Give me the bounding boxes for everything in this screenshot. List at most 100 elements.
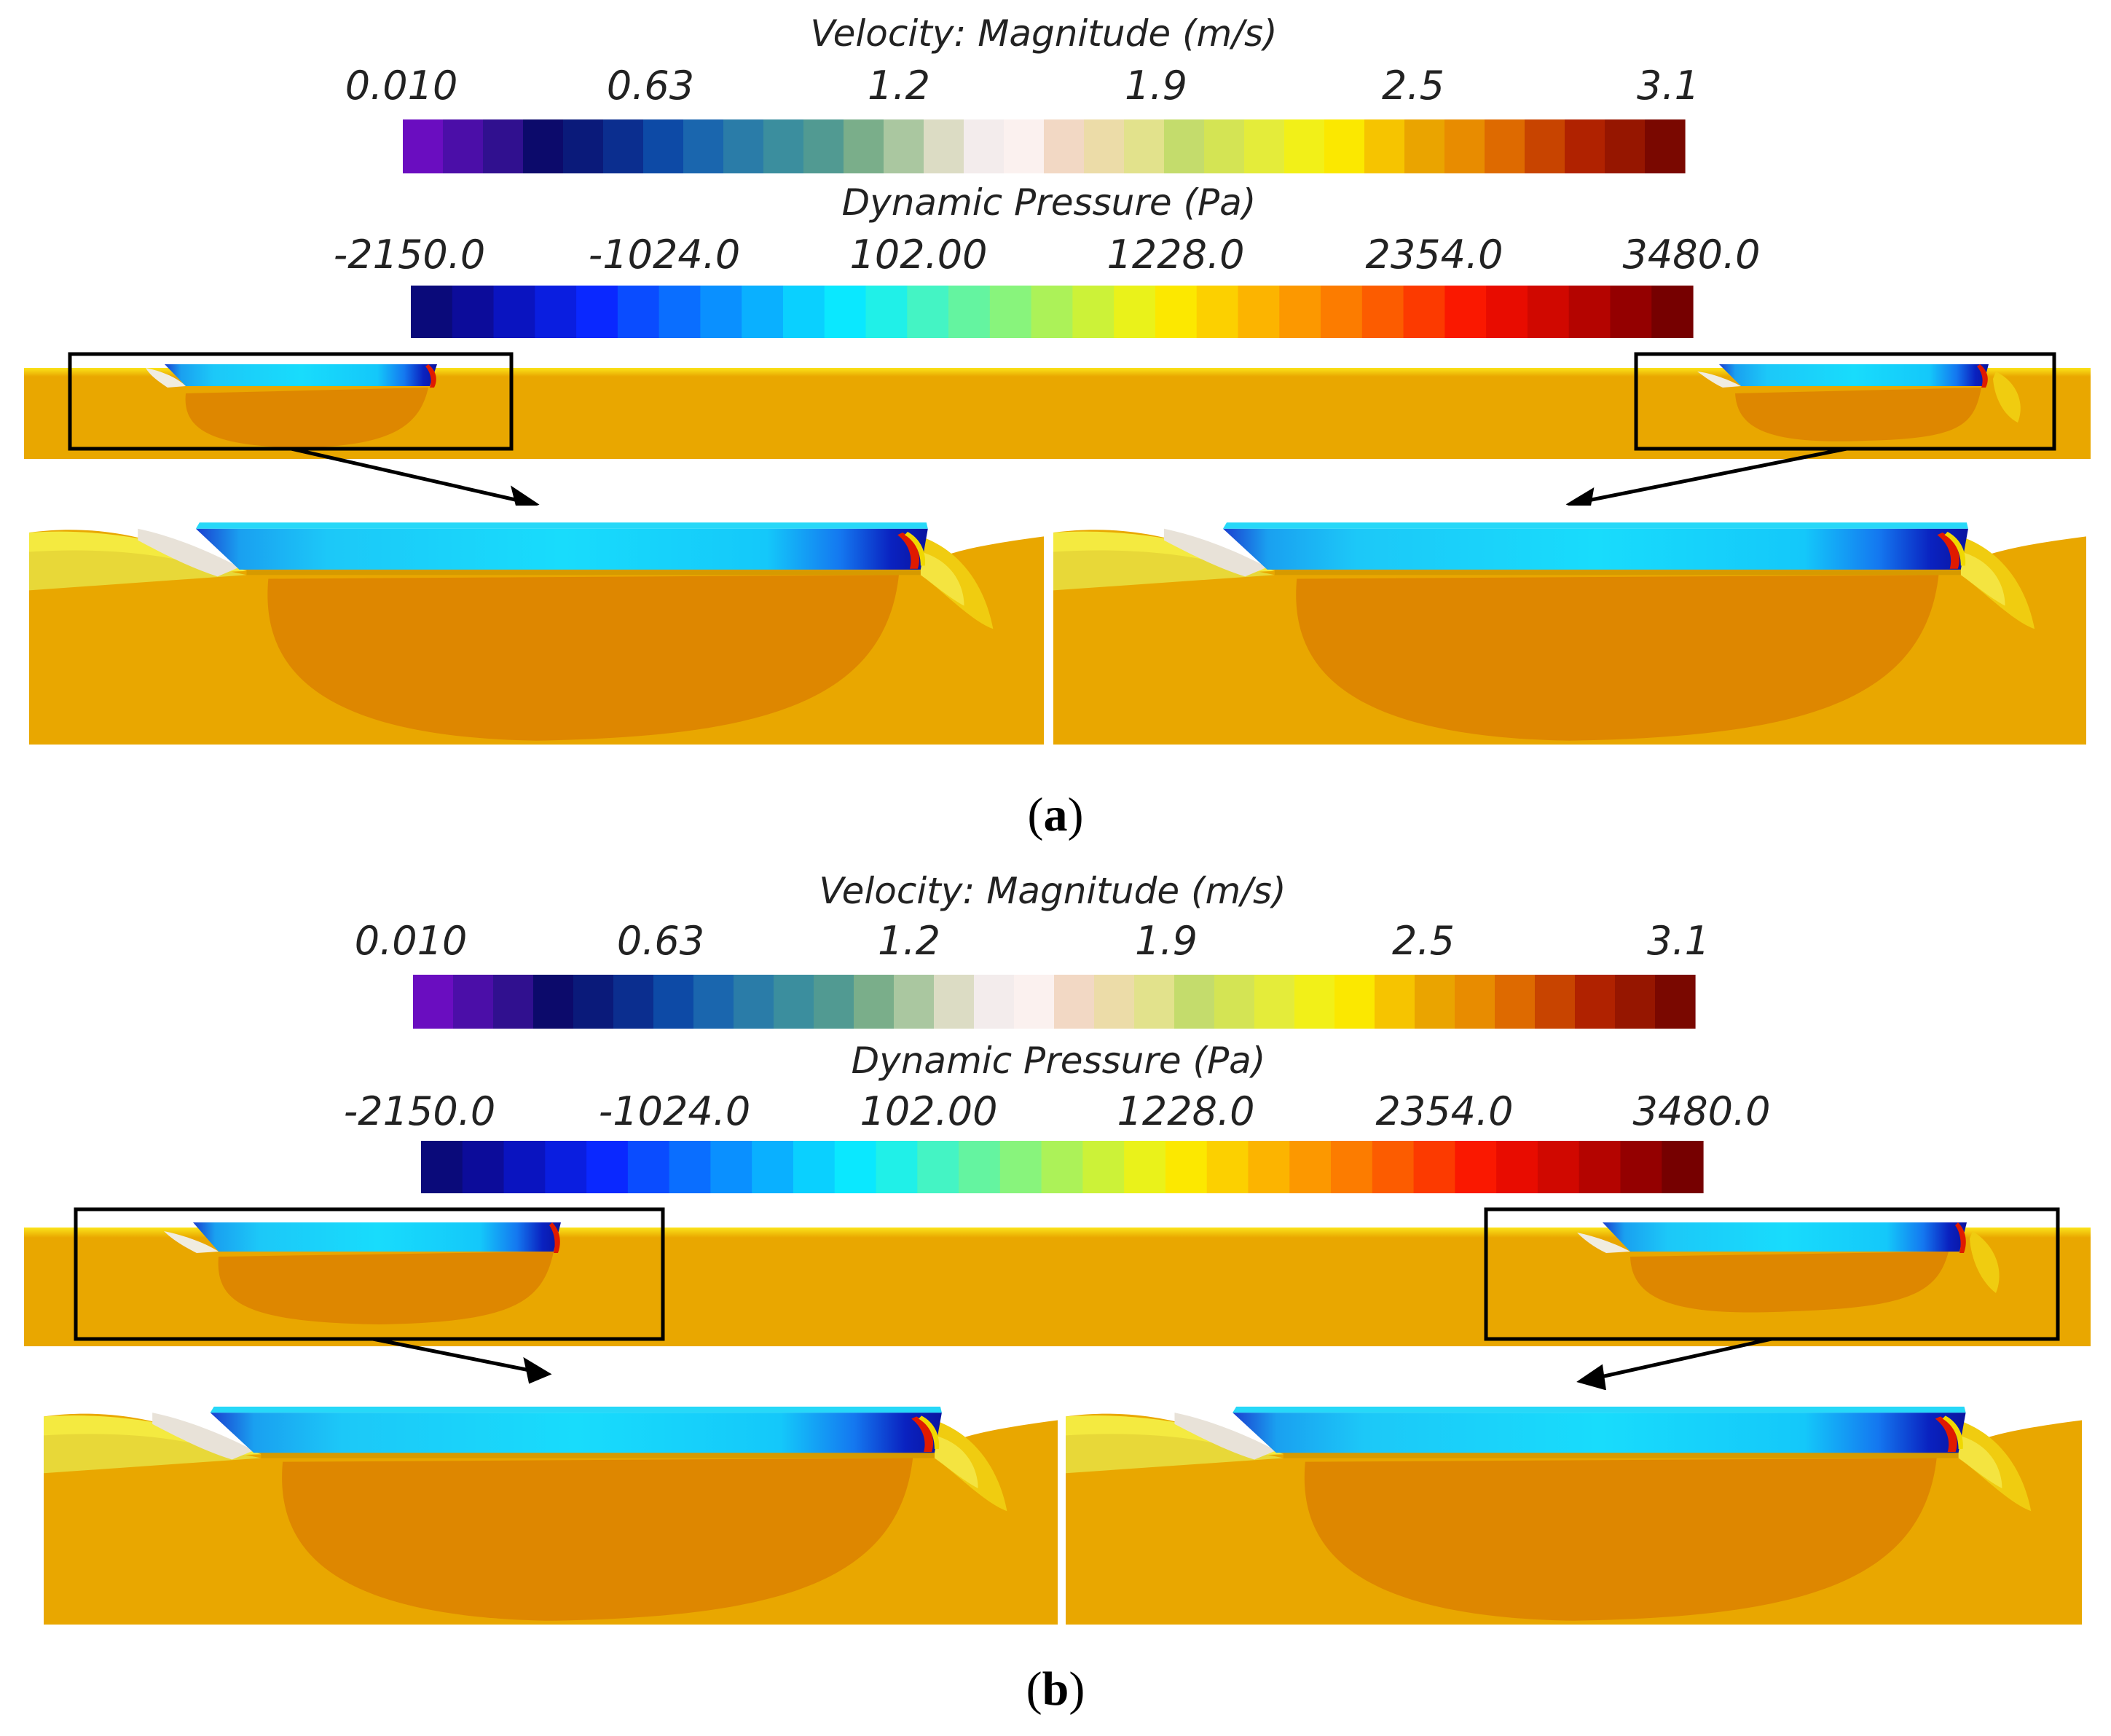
colorbar-swatch [1155, 286, 1198, 338]
pressure-tick-4: 2354.0 [1366, 232, 1503, 278]
colorbar-swatch [1331, 1141, 1373, 1193]
colorbar-swatch [999, 1141, 1042, 1193]
full-domain-view [24, 1207, 2091, 1346]
colorbar-swatch [876, 1141, 918, 1193]
velocity-colorbar-title: Velocity: Magnitude (m/s) [819, 870, 1286, 912]
full-domain-view [24, 352, 2091, 459]
colorbar-swatch [493, 286, 535, 338]
colorbar-swatch [1568, 286, 1611, 338]
pressure-colorbar-title: Dynamic Pressure (Pa) [852, 1040, 1266, 1082]
zoom-view-right [1053, 506, 2086, 745]
colorbar-swatch [586, 1141, 629, 1193]
colorbar-swatch [1645, 119, 1686, 173]
velocity-tick-2: 1.2 [868, 63, 930, 109]
colorbar-swatch [700, 286, 742, 338]
zoom-box-right [1484, 1207, 2060, 1341]
colorbar-swatch [1496, 1141, 1538, 1193]
zoom-arrows [372, 1337, 1772, 1391]
colorbar-swatch [563, 119, 604, 173]
colorbar-swatch [865, 286, 908, 338]
pressure-colorbar [411, 286, 1694, 338]
ship-right [1577, 1222, 2000, 1313]
zoom-box-left [74, 1207, 665, 1341]
colorbar-swatch [613, 975, 654, 1029]
velocity-tick-4: 2.5 [1382, 63, 1444, 109]
colorbar-swatch [1082, 1141, 1125, 1193]
pressure-colorbar-ticks: -2150.0 -1024.0 102.00 1228.0 2354.0 348… [344, 1088, 1771, 1134]
colorbar-swatch [1164, 119, 1205, 173]
pressure-tick-5: 3480.0 [1623, 232, 1761, 278]
pressure-tick-1: -1024.0 [599, 1088, 750, 1134]
colorbar-swatch [723, 119, 764, 173]
pressure-colorbar-ticks: -2150.0 -1024.0 102.00 1228.0 2354.0 348… [334, 232, 1761, 278]
colorbar-swatch [535, 286, 577, 338]
colorbar-swatch [782, 286, 825, 338]
colorbar-swatch [1054, 975, 1095, 1029]
velocity-tick-4: 2.5 [1392, 918, 1455, 964]
ship-right [1697, 364, 2021, 441]
colorbar-swatch [1254, 975, 1295, 1029]
pressure-tick-0: -2150.0 [344, 1088, 495, 1134]
pressure-tick-2: 102.00 [860, 1088, 998, 1134]
colorbar-swatch [1114, 286, 1156, 338]
colorbar-swatch [1134, 975, 1175, 1029]
colorbar-swatch [752, 1141, 794, 1193]
colorbar-swatch [1214, 975, 1255, 1029]
velocity-tick-5: 3.1 [1637, 63, 1699, 109]
velocity-colorbar [403, 119, 1686, 173]
colorbar-swatch [1004, 119, 1045, 173]
colorbar-swatch [834, 1141, 877, 1193]
colorbar-swatch [1655, 975, 1696, 1029]
colorbar-swatch [1289, 1141, 1332, 1193]
colorbar-swatch [1094, 975, 1135, 1029]
colorbar-swatch [1321, 286, 1363, 338]
colorbar-swatch [693, 975, 734, 1029]
colorbar-swatch [1284, 119, 1325, 173]
colorbar-swatch [1238, 286, 1280, 338]
colorbar-swatch [403, 119, 444, 173]
velocity-tick-5: 3.1 [1647, 918, 1710, 964]
colorbar-swatch [1527, 286, 1570, 338]
velocity-tick-3: 1.9 [1135, 918, 1198, 964]
colorbar-swatch [803, 119, 844, 173]
colorbar-swatch [1361, 286, 1404, 338]
colorbar-swatch [948, 286, 991, 338]
velocity-tick-1: 0.63 [617, 918, 704, 964]
colorbar-swatch [576, 286, 618, 338]
colorbar-swatch [763, 119, 804, 173]
colorbar-swatch [503, 1141, 546, 1193]
velocity-tick-0: 0.010 [345, 63, 458, 109]
colorbar-swatch [643, 119, 684, 173]
colorbar-swatch [1031, 286, 1073, 338]
pressure-tick-3: 1228.0 [1117, 1088, 1255, 1134]
colorbar-swatch [1444, 286, 1487, 338]
colorbar-swatch [1244, 119, 1285, 173]
colorbar-swatch [1279, 286, 1321, 338]
colorbar-swatch [854, 975, 895, 1029]
colorbar-swatch [907, 286, 949, 338]
colorbar-swatch [411, 286, 453, 338]
colorbar-swatch [1610, 286, 1652, 338]
colorbar-swatch [710, 1141, 752, 1193]
colorbar-swatch [989, 286, 1032, 338]
colorbar-swatch [1044, 119, 1085, 173]
colorbar-swatch [1364, 119, 1405, 173]
colorbar-swatch [483, 119, 524, 173]
colorbar-swatch [1651, 286, 1694, 338]
velocity-colorbar-ticks: 0.010 0.63 1.2 1.9 2.5 3.1 [345, 63, 1699, 109]
colorbar-swatch [1124, 119, 1165, 173]
colorbar-swatch [573, 975, 614, 1029]
colorbar-swatch [1204, 119, 1245, 173]
colorbar-swatch [1248, 1141, 1290, 1193]
colorbar-swatch [1324, 119, 1365, 173]
colorbar-swatch [1605, 119, 1646, 173]
colorbar-swatch [545, 1141, 587, 1193]
colorbar-swatch [1294, 975, 1335, 1029]
colorbar-swatch [824, 286, 867, 338]
zoom-box-left [68, 352, 514, 451]
colorbar-swatch [917, 1141, 959, 1193]
pressure-tick-3: 1228.0 [1107, 232, 1245, 278]
zoom-view-left [29, 506, 1044, 745]
colorbar-swatch [1537, 1141, 1580, 1193]
